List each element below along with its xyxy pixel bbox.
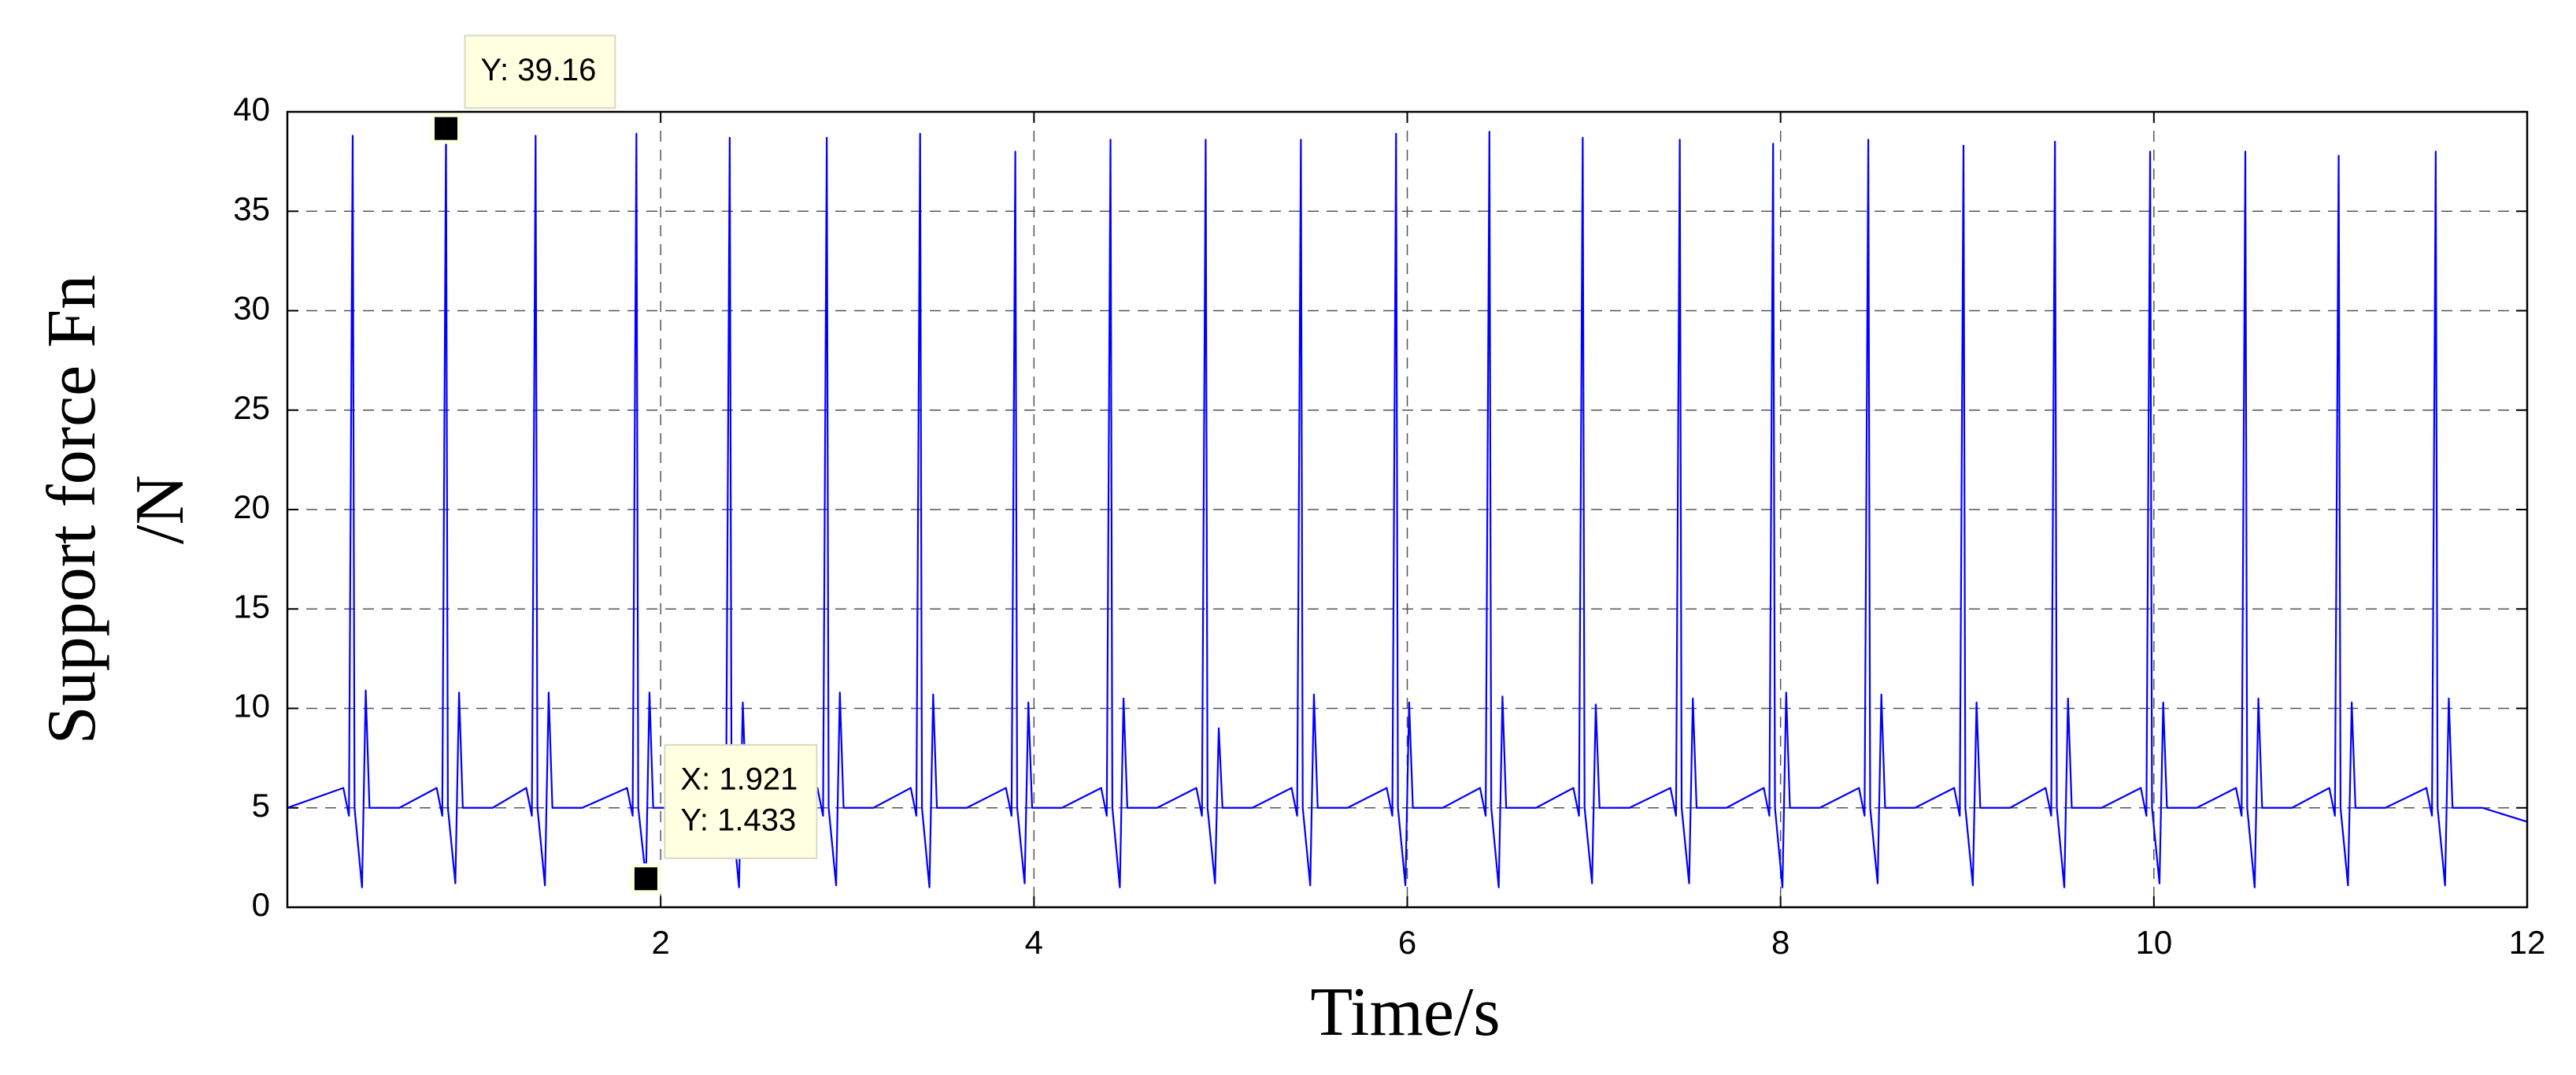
data-tip: Y: 39.16 <box>464 35 616 109</box>
data-tip-box <box>464 35 616 109</box>
y-tick-label: 30 <box>233 290 270 327</box>
x-tick-label: 4 <box>1025 924 1043 961</box>
y-axis-label: Support force Fn <box>34 275 110 744</box>
x-tick-label: 2 <box>651 924 669 961</box>
data-tip-box <box>664 743 818 859</box>
data-tip-text: Y: 1.433 <box>680 803 796 837</box>
data-tip-text: Y: 39.16 <box>481 53 597 87</box>
data-tip-marker <box>630 863 661 895</box>
data-tip-text: X: 1.921 <box>680 762 798 796</box>
x-tick-label: 12 <box>2509 924 2546 961</box>
x-tick-label: 10 <box>2135 924 2172 961</box>
y-tick-label: 5 <box>252 787 270 824</box>
x-axis-label: Time/s <box>1310 974 1500 1051</box>
y-tick-label: 0 <box>252 886 270 923</box>
x-tick-label: 8 <box>1771 924 1790 961</box>
y-tick-label: 25 <box>233 389 270 426</box>
y-tick-label: 15 <box>233 588 270 625</box>
y-tick-label: 20 <box>233 488 270 525</box>
y-tick-label: 40 <box>233 91 270 128</box>
plot-border <box>286 110 2529 909</box>
data-tip: X: 1.921 Y: 1.433 <box>664 743 818 859</box>
y-tick-label: 35 <box>233 190 270 227</box>
y-tick-label: 10 <box>233 688 270 725</box>
x-tick-label: 6 <box>1398 924 1416 961</box>
y-axis-label: /N <box>122 475 198 544</box>
data-tip-marker <box>431 113 462 144</box>
data-line <box>287 128 2528 888</box>
